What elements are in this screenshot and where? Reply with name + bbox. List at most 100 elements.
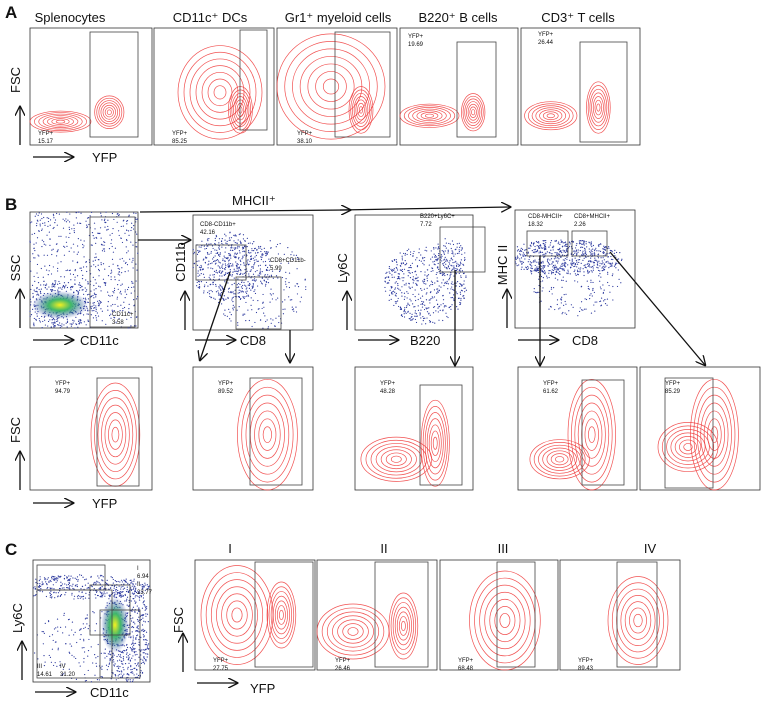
dot (208, 260, 210, 262)
dot (423, 317, 425, 320)
dot (133, 643, 135, 645)
dot (406, 291, 408, 293)
dot (534, 252, 536, 254)
dot (527, 252, 529, 254)
gate-value: 31.20 (60, 672, 76, 678)
dot (107, 228, 109, 230)
dot (207, 267, 209, 269)
dot (450, 273, 452, 275)
dot (55, 578, 57, 580)
contour (94, 390, 137, 480)
dot (578, 267, 580, 269)
dot (215, 235, 218, 238)
dot (95, 307, 97, 309)
dot (97, 302, 100, 304)
dot (87, 669, 89, 672)
dot (285, 271, 287, 273)
dot (536, 251, 538, 253)
dot (262, 301, 264, 303)
dot (240, 286, 243, 288)
dot (203, 245, 205, 247)
dot (193, 262, 196, 264)
dot (88, 223, 90, 226)
dot (30, 288, 32, 291)
dot (387, 276, 390, 278)
dot (63, 612, 65, 614)
dot (224, 260, 226, 262)
dot (115, 321, 117, 323)
dot (119, 594, 122, 597)
dot (230, 257, 232, 259)
dot (142, 659, 144, 661)
dot (394, 282, 396, 284)
dot (52, 285, 55, 288)
dot (124, 262, 127, 264)
dot (117, 665, 119, 667)
gate (439, 226, 486, 273)
dot (542, 268, 544, 270)
dot (392, 260, 394, 262)
dot (551, 263, 553, 265)
dot (78, 289, 81, 291)
dot (55, 255, 58, 257)
dot (60, 594, 62, 597)
dot (249, 260, 251, 262)
dot (228, 253, 230, 255)
dot (130, 665, 132, 668)
dot (98, 268, 100, 271)
dot (394, 287, 397, 289)
dot (283, 253, 285, 255)
dot (577, 270, 579, 273)
dot (102, 248, 104, 250)
dot (441, 260, 443, 262)
dot (140, 584, 142, 586)
contour (524, 101, 578, 131)
dot (232, 291, 234, 293)
dot (132, 606, 135, 608)
dot (219, 270, 221, 272)
dot (537, 269, 540, 271)
dot (128, 636, 130, 638)
dot (84, 618, 86, 620)
dot (395, 301, 398, 303)
dot (285, 283, 287, 285)
dot (579, 256, 581, 258)
dot (119, 581, 121, 583)
dot (32, 308, 34, 310)
dot (55, 280, 57, 282)
dot (78, 284, 80, 286)
dot (562, 249, 564, 251)
dot (83, 627, 85, 630)
dot (66, 584, 68, 586)
dot (451, 268, 453, 270)
dot (581, 240, 584, 242)
dot (560, 239, 562, 241)
contour (254, 410, 281, 459)
dot (54, 286, 56, 288)
dot (454, 253, 456, 255)
contour (538, 444, 582, 474)
dot (223, 274, 225, 276)
dot (76, 576, 79, 578)
dot (406, 305, 408, 307)
dot (208, 263, 210, 265)
dot (603, 265, 605, 267)
dot (118, 234, 120, 237)
dot (224, 239, 226, 241)
dot (230, 314, 232, 316)
dot (54, 597, 56, 599)
dot (51, 596, 53, 598)
dot (133, 286, 135, 288)
dot (247, 251, 250, 253)
dot (84, 584, 87, 586)
dot (54, 578, 56, 580)
dot (201, 240, 203, 242)
dot (94, 256, 96, 259)
dot (580, 267, 582, 269)
dot (254, 321, 256, 324)
dot (96, 678, 99, 681)
dot (243, 246, 246, 248)
dot (203, 276, 205, 278)
dot (585, 256, 587, 258)
dot (104, 226, 106, 228)
